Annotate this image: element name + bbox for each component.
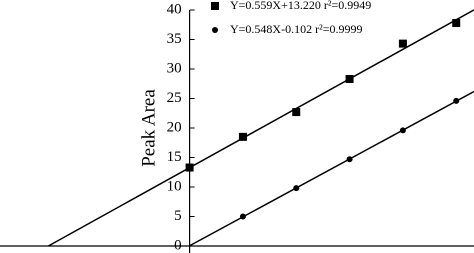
legend-marker	[211, 2, 219, 10]
point	[398, 39, 407, 48]
y-tick-label: 20	[167, 119, 182, 135]
point	[453, 97, 460, 104]
y-tick-label: 10	[167, 178, 182, 194]
point	[239, 213, 246, 220]
fit-line	[188, 90, 474, 247]
y-tick-label: 35	[167, 31, 182, 47]
y-tick-label: 40	[167, 1, 182, 17]
point	[238, 132, 247, 141]
y-tick-label: 5	[174, 208, 182, 224]
point	[346, 156, 353, 163]
legend-marker	[212, 27, 218, 33]
point	[399, 127, 406, 134]
y-tick-label: 15	[167, 149, 182, 165]
point	[292, 108, 301, 117]
point	[293, 185, 300, 192]
y-tick-label: 30	[167, 60, 182, 76]
point	[452, 18, 461, 27]
point	[185, 163, 194, 172]
y-tick-label: 0	[174, 237, 182, 253]
point	[345, 75, 354, 84]
fit-line	[47, 9, 474, 247]
legend-label: Y=0.548X-0.102 r²=0.9999	[230, 22, 362, 36]
y-tick-label: 25	[167, 90, 182, 106]
y-axis-label: Peak Area	[138, 89, 159, 167]
legend-label: Y=0.559X+13.220 r²=0.9949	[230, 0, 371, 12]
